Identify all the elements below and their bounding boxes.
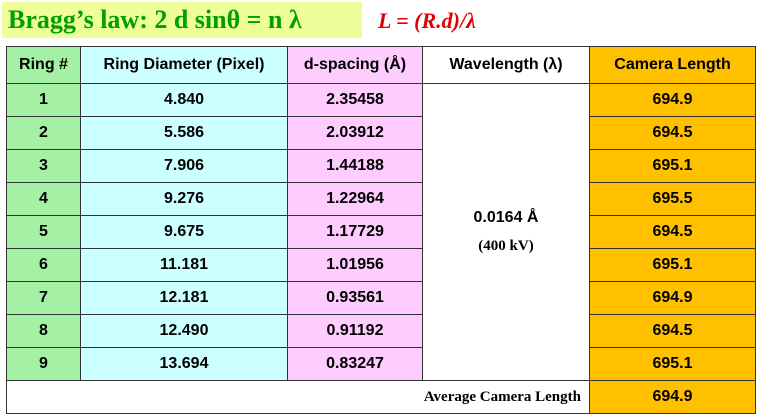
wavelength-cell: 0.0164 Å (400 kV) [422,83,590,381]
voltage: (400 kV) [478,238,534,254]
cell: 7 [6,281,81,315]
camera-length: 695.1 [589,248,756,282]
cell: 1.17729 [287,215,423,249]
cell: 12.181 [80,281,288,315]
header-cell: Ring # [6,46,81,84]
cell: 3 [6,149,81,183]
cell: 1 [6,83,81,117]
cell: 2 [6,116,81,150]
cell: 9.276 [80,182,288,216]
camera-length: 695.5 [589,182,756,216]
formula: L = (R.d)/λ [378,8,476,33]
cell: 2.35458 [287,83,423,117]
camera-length: 694.9 [589,281,756,315]
table-row: 7 12.181 0.93561 694.9 [6,281,756,315]
header-cell: Camera Length [589,46,756,84]
table-row: 1 4.840 2.35458 0.0164 Å (400 kV) 694.9 [6,83,756,381]
table-row: 2 5.586 2.03912 694.5 [6,116,756,150]
camera-length: 694.5 [589,215,756,249]
data-table: Ring # Ring Diameter (Pixel) d-spacing (Å)… [6,46,756,414]
cell: 7.906 [80,149,288,183]
cell: 4.840 [80,83,288,117]
title: Bragg’s law: 2 d sinθ = n λ [2,2,362,38]
cell: 9.675 [80,215,288,249]
table-row: 5 9.675 1.17729 694.5 [6,215,756,249]
cell: 1.01956 [287,248,423,282]
header-cell: Wavelength (λ) [422,46,590,84]
cell: 4 [6,182,81,216]
camera-length: 695.1 [589,347,756,381]
cell: 0.93561 [287,281,423,315]
header-row: Ring # Ring Diameter (Pixel) d-spacing (Å)… [6,46,756,84]
cell: 5.586 [80,116,288,150]
cell: 11.181 [80,248,288,282]
table-row: 6 11.181 1.01956 695.1 [6,248,756,282]
average-value: 694.9 [589,380,756,414]
camera-length: 695.1 [589,149,756,183]
cell: 1.44188 [287,149,423,183]
camera-length: 694.5 [589,116,756,150]
table-row: 3 7.906 1.44188 695.1 [6,149,756,183]
camera-length: 694.5 [589,314,756,348]
cell: 6 [6,248,81,282]
camera-length: 694.9 [589,83,756,117]
cell: 0.83247 [287,347,423,381]
cell: 9 [6,347,81,381]
average-label: Average Camera Length [6,380,590,414]
cell: 13.694 [80,347,288,381]
average-row: Average Camera Length 694.9 [6,380,756,414]
cell: 0.91192 [287,314,423,348]
table-row: 4 9.276 1.22964 695.5 [6,182,756,216]
cell: 2.03912 [287,116,423,150]
wavelength: 0.0164 Å [473,209,539,226]
cell: 1.22964 [287,182,423,216]
cell: 5 [6,215,81,249]
cell: 8 [6,314,81,348]
cell: 12.490 [80,314,288,348]
table-row: 9 13.694 0.83247 695.1 [6,347,756,381]
header-cell: d-spacing (Å) [287,46,423,84]
header-cell: Ring Diameter (Pixel) [80,46,288,84]
table-row: 8 12.490 0.91192 694.5 [6,314,756,348]
